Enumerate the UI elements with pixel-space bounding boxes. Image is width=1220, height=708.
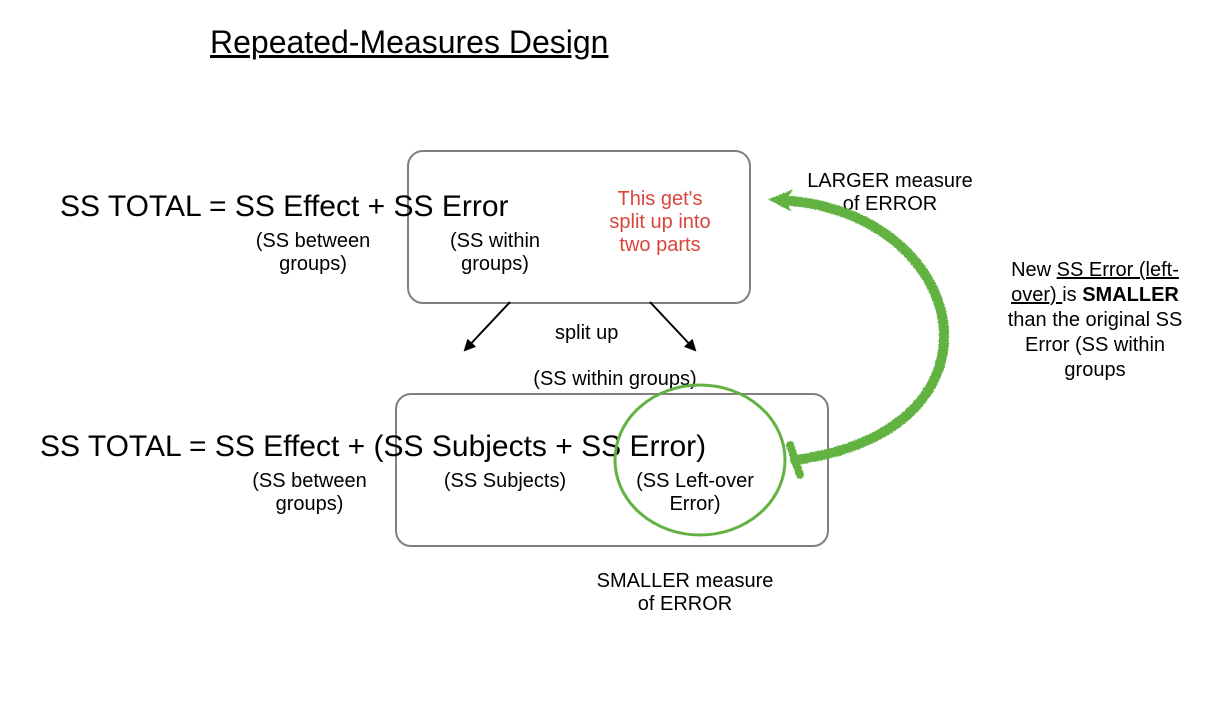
diagram-stage: Repeated-Measures Design SS TOTAL = SS E… — [0, 0, 1220, 708]
split-arrow-right — [650, 302, 695, 350]
split-arrow-left — [465, 302, 510, 350]
green-curved-arrow — [780, 200, 944, 460]
svg-overlay — [0, 0, 1220, 708]
green-circle-ss-error — [615, 385, 785, 535]
green-arrow-start-tick — [790, 445, 800, 475]
